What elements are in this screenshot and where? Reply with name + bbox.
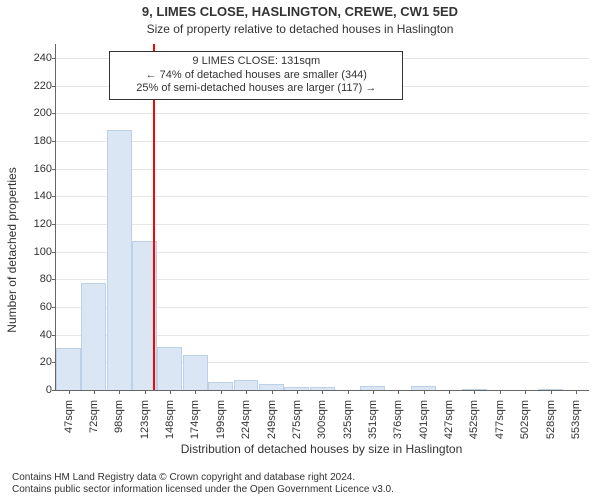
x-tick xyxy=(373,390,374,394)
histogram-bar xyxy=(56,348,81,390)
histogram-bar xyxy=(234,380,259,390)
x-tick xyxy=(500,390,501,394)
annotation-box: 9 LIMES CLOSE: 131sqm← 74% of detached h… xyxy=(109,51,403,100)
x-tick xyxy=(348,390,349,394)
x-tick xyxy=(145,390,146,394)
x-tick-label: 224sqm xyxy=(240,396,252,439)
x-tick xyxy=(170,390,171,394)
x-tick xyxy=(297,390,298,394)
footer-line-2: Contains public sector information licen… xyxy=(12,484,394,496)
x-tick-label: 376sqm xyxy=(392,396,404,439)
x-tick-label: 123sqm xyxy=(139,396,151,439)
y-tick-label: 160 xyxy=(34,163,56,175)
x-tick xyxy=(272,390,273,394)
x-tick-label: 401sqm xyxy=(418,396,430,439)
y-tick-label: 120 xyxy=(34,218,56,230)
x-tick-label: 249sqm xyxy=(266,396,278,439)
x-tick-label: 427sqm xyxy=(443,396,455,439)
x-tick xyxy=(195,390,196,394)
x-tick xyxy=(322,390,323,394)
x-tick xyxy=(576,390,577,394)
histogram-bar xyxy=(157,347,182,390)
x-tick xyxy=(221,390,222,394)
gridline xyxy=(56,169,589,170)
footer-line-1: Contains HM Land Registry data © Crown c… xyxy=(12,472,394,484)
annotation-line: 9 LIMES CLOSE: 131sqm xyxy=(116,55,396,69)
x-tick-label: 351sqm xyxy=(367,396,379,439)
plot-area: 02040608010012014016018020022024047sqm72… xyxy=(55,44,589,391)
x-tick-label: 275sqm xyxy=(291,396,303,439)
x-tick-label: 502sqm xyxy=(519,396,531,439)
y-tick-label: 140 xyxy=(34,190,56,202)
gridline xyxy=(56,196,589,197)
y-axis-label: Number of detached properties xyxy=(5,167,19,332)
chart-container: 9, LIMES CLOSE, HASLINGTON, CREWE, CW1 5… xyxy=(0,0,600,500)
x-tick-label: 72sqm xyxy=(88,396,100,433)
chart-title: 9, LIMES CLOSE, HASLINGTON, CREWE, CW1 5… xyxy=(0,4,600,19)
y-tick-label: 100 xyxy=(34,246,56,258)
x-tick xyxy=(94,390,95,394)
x-tick-label: 174sqm xyxy=(189,396,201,439)
x-tick-label: 452sqm xyxy=(468,396,480,439)
y-tick-label: 220 xyxy=(34,80,56,92)
x-tick xyxy=(525,390,526,394)
y-tick-label: 80 xyxy=(40,273,56,285)
gridline xyxy=(56,141,589,142)
x-tick-label: 553sqm xyxy=(570,396,582,439)
x-tick xyxy=(424,390,425,394)
x-tick-label: 199sqm xyxy=(215,396,227,439)
x-tick xyxy=(246,390,247,394)
y-tick-label: 180 xyxy=(34,135,56,147)
x-tick xyxy=(119,390,120,394)
y-tick-label: 0 xyxy=(46,384,56,396)
x-tick-label: 148sqm xyxy=(164,396,176,439)
x-tick-label: 325sqm xyxy=(342,396,354,439)
gridline xyxy=(56,224,589,225)
x-tick xyxy=(398,390,399,394)
x-tick xyxy=(551,390,552,394)
histogram-bar xyxy=(107,130,132,390)
x-tick-label: 477sqm xyxy=(494,396,506,439)
histogram-bar xyxy=(208,382,233,390)
histogram-bar xyxy=(81,283,106,390)
x-tick xyxy=(69,390,70,394)
y-tick-label: 240 xyxy=(34,52,56,64)
gridline xyxy=(56,113,589,114)
x-tick-label: 47sqm xyxy=(63,396,75,433)
x-tick-label: 98sqm xyxy=(113,396,125,433)
footer-attribution: Contains HM Land Registry data © Crown c… xyxy=(12,472,394,496)
x-tick-label: 300sqm xyxy=(316,396,328,439)
histogram-bar xyxy=(183,355,208,390)
y-tick-label: 40 xyxy=(40,329,56,341)
x-tick xyxy=(449,390,450,394)
annotation-line: ← 74% of detached houses are smaller (34… xyxy=(116,69,396,83)
y-tick-label: 20 xyxy=(40,356,56,368)
x-tick xyxy=(474,390,475,394)
y-tick-label: 200 xyxy=(34,107,56,119)
x-tick-label: 528sqm xyxy=(545,396,557,439)
x-axis-label: Distribution of detached houses by size … xyxy=(55,442,588,456)
chart-subtitle: Size of property relative to detached ho… xyxy=(0,22,600,36)
annotation-line: 25% of semi-detached houses are larger (… xyxy=(116,82,396,96)
y-tick-label: 60 xyxy=(40,301,56,313)
